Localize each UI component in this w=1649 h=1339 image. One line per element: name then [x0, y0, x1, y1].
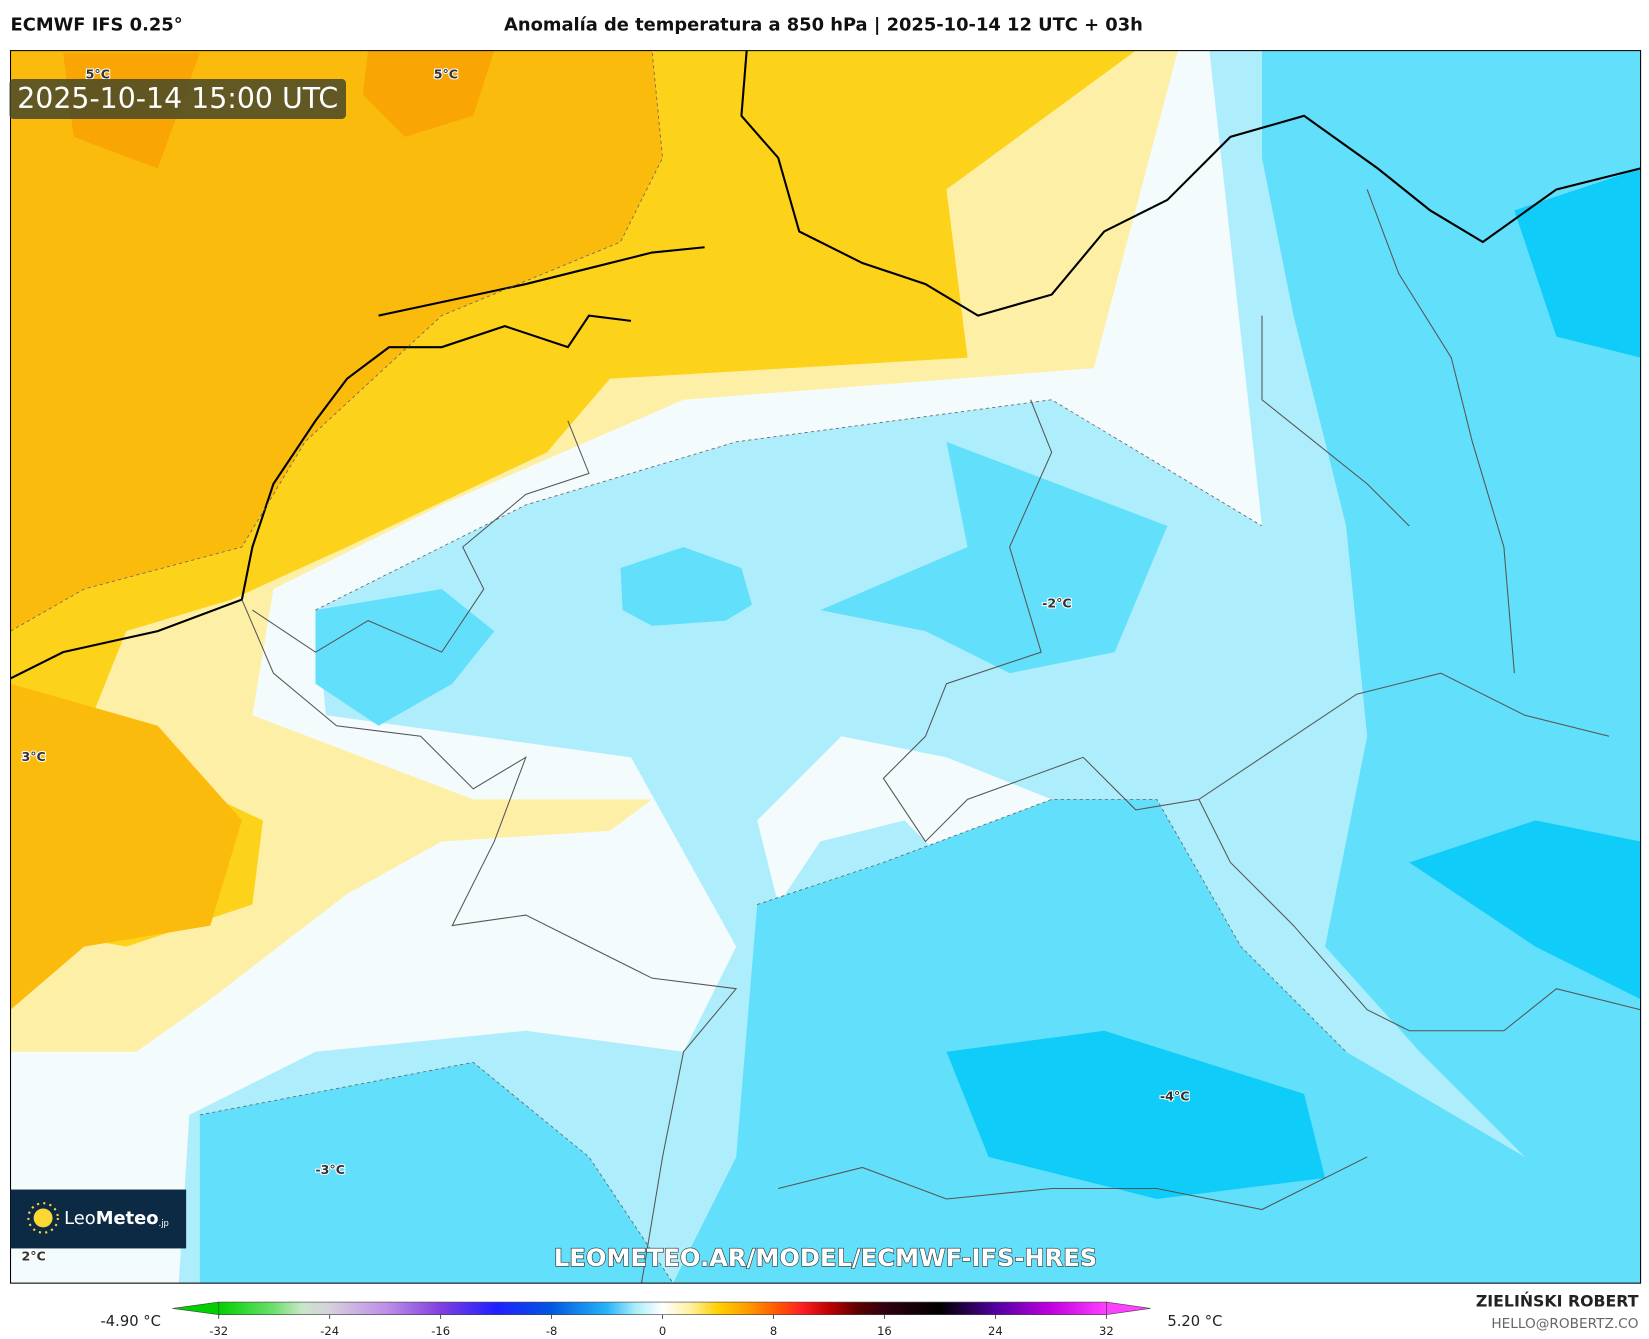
contour-labels: 5°C 5°C 3°C 2°C -2°C -4°C -3°C	[20, 65, 1190, 1264]
model-name: ECMWF IFS 0.25°	[11, 14, 183, 35]
colorbar-tick-label: 16	[877, 1324, 892, 1338]
valid-time: 2025-10-14 15:00 UTC	[17, 82, 338, 115]
contour-label: 5°C	[86, 66, 110, 81]
map	[10, 50, 1641, 1284]
logo-leo: Leo	[64, 1208, 96, 1229]
field-cyan	[673, 799, 1641, 1284]
field-cyan	[620, 546, 752, 626]
colorbar-extend-high	[1106, 1301, 1151, 1316]
field-cyan	[315, 589, 495, 726]
colorbar-tick-label: 24	[988, 1324, 1003, 1338]
field-orange	[10, 683, 242, 1010]
contour-label: 5°C	[434, 66, 458, 81]
isoline	[10, 50, 1347, 1284]
contour-label: -4°C	[1160, 1088, 1190, 1103]
field-cyan	[1261, 50, 1641, 1284]
logo-meteo: Meteo	[96, 1208, 159, 1229]
colorbar-max: 5.20 °C	[1167, 1313, 1222, 1330]
colorbar-tick-label: -16	[431, 1324, 450, 1338]
coastline	[10, 50, 1641, 680]
colorbar-min: -4.90 °C	[100, 1313, 160, 1330]
email: HELLO@ROBERTZ.CO	[1491, 1316, 1638, 1332]
colorbar-tick-label: -24	[320, 1324, 339, 1338]
contour-label: -3°C	[315, 1162, 345, 1177]
colorbar: -32 -24 -16 -8 0 8 16 24 32	[172, 1301, 1151, 1338]
field-cyan	[199, 1062, 674, 1284]
colorbar-tick-label: 8	[770, 1324, 777, 1338]
colorbar-extend-low	[172, 1301, 220, 1316]
map-frame	[9, 50, 1642, 1284]
logo-suffix: .jp	[159, 1218, 169, 1228]
colorbar-tick-label: 0	[659, 1324, 666, 1338]
contour-label: -2°C	[1042, 595, 1072, 610]
logo-sun	[33, 1208, 53, 1228]
field-blue	[946, 168, 1641, 1200]
field-orange	[10, 50, 663, 632]
colorbar-tick-label: 32	[1099, 1324, 1114, 1338]
contour-label: 3°C	[21, 749, 45, 764]
colorbar-body	[218, 1301, 1107, 1316]
field-cyan	[820, 441, 1168, 674]
contour-label: 2°C	[21, 1248, 45, 1263]
logo-rays	[27, 1202, 59, 1234]
valid-time-box	[9, 78, 346, 119]
colorbar-tick-label: -32	[209, 1324, 228, 1338]
colorbar-tick-label: -8	[546, 1324, 558, 1338]
watermark: LEOMETEO.AR/MODEL/ECMWF-IFS-HRES	[554, 1244, 1097, 1272]
chart-title: Anomalía de temperatura a 850 hPa | 2025…	[504, 14, 1143, 35]
logo-text: LeoMeteo.jp	[64, 1208, 169, 1229]
border-line	[241, 189, 1641, 1284]
author: ZIELIŃSKI ROBERT	[1476, 1292, 1639, 1311]
